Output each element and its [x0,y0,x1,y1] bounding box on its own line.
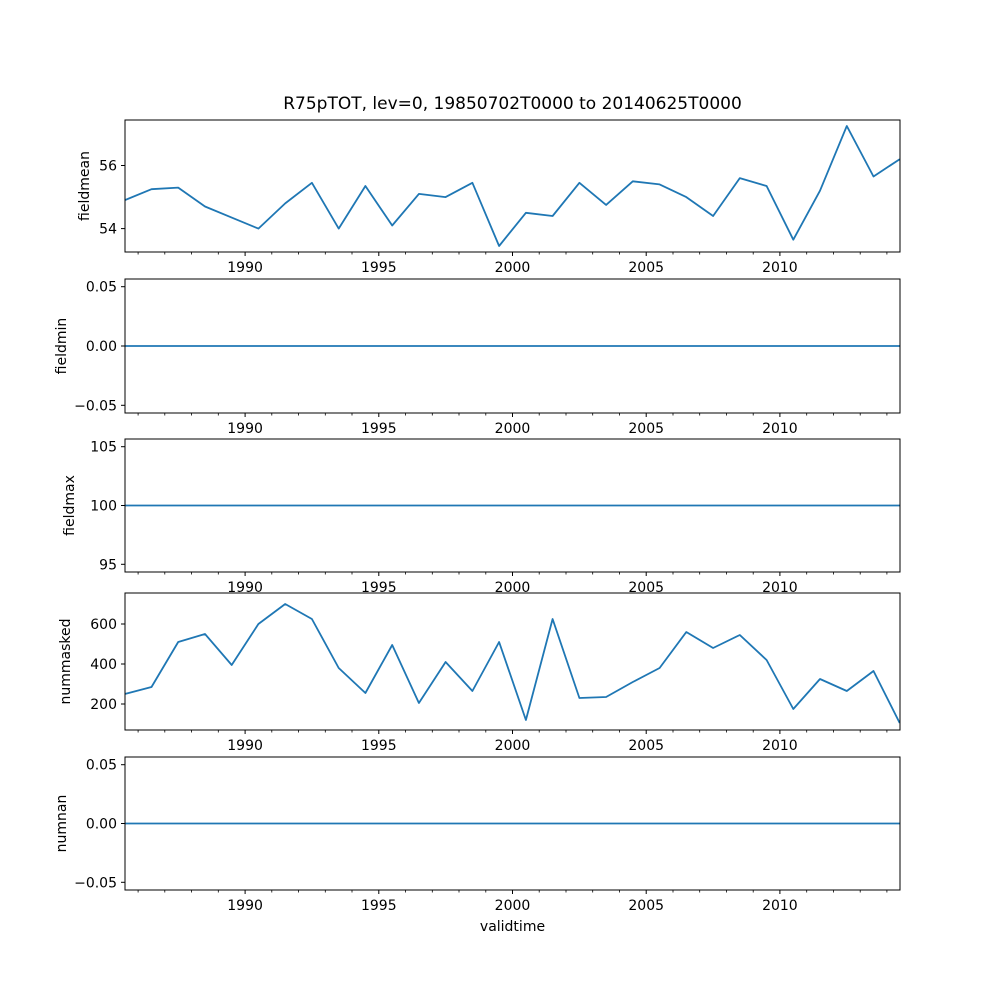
x-tick-label: 1990 [227,738,263,754]
numnan-ylabel: numnan [54,795,70,853]
y-tick-label: 0.05 [86,280,117,296]
fieldmax-ylabel: fieldmax [62,475,78,536]
x-tick-label: 1995 [361,898,397,914]
x-tick-label: 1990 [227,260,263,276]
nummasked-line [124,603,901,724]
x-tick-label: 2000 [495,738,531,754]
x-tick-label: 1990 [227,421,263,437]
x-tick-label: 2005 [628,898,664,914]
y-tick-label: −0.05 [74,398,117,414]
nummasked-ylabel: nummasked [58,618,74,704]
y-tick-label: 0.00 [86,339,117,355]
x-tick-label: 2000 [495,580,531,596]
x-tick-label: 1990 [227,580,263,596]
y-tick-label: 56 [99,159,117,175]
fieldmean-ylabel: fieldmean [77,151,93,221]
x-tick-label: 2010 [762,898,798,914]
subplot-fieldmax: 1990 1995 2000 2005 2010 95 100 105 fieldmax [62,438,901,596]
y-tick-label: 0.00 [86,817,117,833]
x-tick-label: 2010 [762,580,798,596]
fieldmin-ylabel: fieldmin [54,318,70,375]
y-tick-label: 200 [90,697,117,713]
subplot-fieldmean: 1990 1995 2000 2005 2010 54 56 fieldmean [77,119,901,276]
x-tick-label: 2000 [495,898,531,914]
subplot-nummasked: 1990 1995 2000 2005 2010 200 400 600 nummasked [58,592,901,754]
x-tick-label: 1990 [227,898,263,914]
fieldmean-axes-frame [124,119,901,253]
x-tick-label: 1995 [361,580,397,596]
y-tick-label: 0.05 [86,758,117,774]
x-tick-label: 2010 [762,260,798,276]
x-tick-label: 2000 [495,421,531,437]
nummasked-axes-frame [124,592,901,731]
x-tick-label: 1995 [361,260,397,276]
subplot-numnan: 1990 1995 2000 2005 2010 −0.05 0.00 0.05 numnan [54,756,901,914]
x-tick-label: 2005 [628,421,664,437]
y-tick-label: −0.05 [74,875,117,891]
figure-title: R75pTOT, lev=0, 19850702T0000 to 2014062… [283,94,742,114]
x-tick-label: 2005 [628,260,664,276]
x-tick-label: 2005 [628,738,664,754]
x-tick-label: 2000 [495,260,531,276]
y-tick-label: 54 [99,222,117,238]
x-tick-label: 2005 [628,580,664,596]
x-tick-label: 1995 [361,421,397,437]
y-tick-label: 400 [90,657,117,673]
x-tick-label: 1995 [361,738,397,754]
x-axis-label: validtime [479,919,546,935]
y-tick-label: 600 [90,617,117,633]
fieldmean-line [124,125,901,247]
y-tick-label: 105 [90,440,117,456]
y-tick-label: 95 [99,557,117,573]
subplot-fieldmin: 1990 1995 2000 2005 2010 −0.05 0.00 0.05 fieldmi… [54,278,901,437]
y-tick-label: 100 [90,499,117,515]
x-tick-label: 2010 [762,421,798,437]
x-tick-label: 2010 [762,738,798,754]
